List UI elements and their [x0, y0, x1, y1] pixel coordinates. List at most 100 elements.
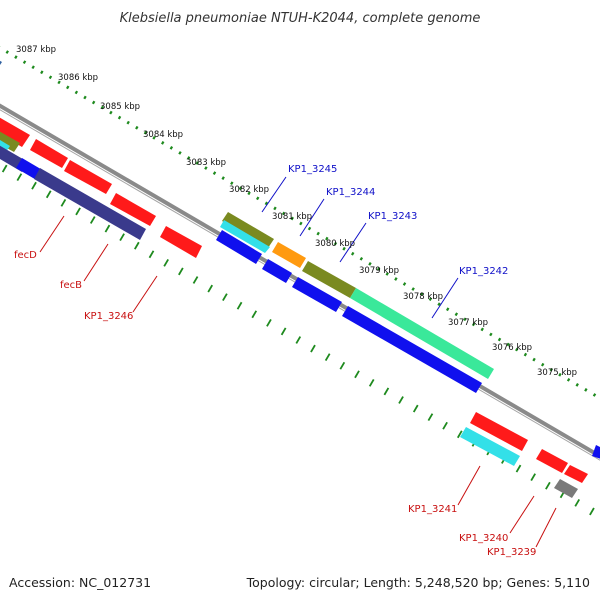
connector-kp1-3244 [299, 198, 325, 237]
kbp-label: 3085 kbp [100, 102, 140, 112]
inner-tick [530, 473, 536, 482]
ruler-tick [100, 105, 104, 110]
inner-tick [236, 301, 243, 310]
ruler-tick [264, 201, 269, 206]
ruler-tick [273, 206, 277, 211]
connector-kp1-3241 [457, 465, 481, 506]
kbp-label: 3079 kbp [359, 266, 399, 276]
ruler-tick [402, 282, 407, 286]
ruler-tick [152, 135, 156, 140]
gene-block [34, 168, 146, 240]
ruler-tick [376, 267, 381, 271]
inner-tick [16, 173, 23, 182]
gene-label-kp1-3246: KP1_3246 [84, 311, 133, 322]
inner-tick [251, 310, 258, 319]
gene-label-kp1-3245: KP1_3245 [288, 164, 337, 175]
gene-block [564, 465, 588, 483]
ruler-tick [411, 287, 415, 291]
gene-block [272, 242, 306, 268]
ruler-tick [540, 362, 545, 367]
inner-tick [89, 216, 96, 224]
ruler-tick [445, 307, 450, 312]
connector-kp1-3239 [535, 507, 557, 548]
inner-tick [178, 267, 184, 276]
ruler-tick [299, 221, 303, 226]
inner-tick [280, 327, 287, 336]
kbp-label: 3075 kbp [537, 368, 577, 378]
kbp-label: 3080 kbp [315, 239, 355, 249]
map-title: Klebsiella pneumoniae NTUH-K2044, comple… [120, 11, 481, 26]
ruler-tick [5, 50, 9, 54]
ruler-tick [325, 236, 329, 241]
inner-tick [45, 190, 52, 199]
ruler-tick [247, 191, 251, 196]
gene-label-fecb: fecB [60, 280, 82, 291]
kbp-ruler [0, 46, 597, 397]
gene-labels: KP1_3245 KP1_3244 KP1_3243 KP1_3242 fecD… [14, 164, 536, 558]
inner-tick [222, 293, 228, 302]
ruler-tick [515, 347, 519, 352]
ruler-tick [471, 322, 476, 327]
ruler-tick [161, 140, 165, 145]
gene-block [292, 277, 342, 312]
gene-label-kp1-3244: KP1_3244 [326, 187, 375, 198]
kbp-label: 3078 kbp [403, 292, 443, 302]
inner-tick [456, 430, 463, 439]
inner-tick [31, 181, 37, 190]
inner-tick [295, 336, 302, 344]
ruler-tick [178, 151, 182, 155]
ruler-tick [350, 251, 355, 256]
inner-tick [589, 507, 595, 516]
ruler-tick [523, 352, 528, 357]
kbp-label: 3087 kbp [16, 45, 56, 55]
gene-label-fecd: fecD [14, 250, 37, 261]
gene-label-kp1-3242: KP1_3242 [459, 266, 508, 277]
ruler-tick [281, 211, 286, 216]
ruler-tick [186, 156, 191, 160]
genome-summary-text: Topology: circular; Length: 5,248,520 bp… [246, 575, 590, 590]
ruler-tick [48, 75, 53, 80]
ruler-tick [584, 388, 588, 392]
ruler-tick [420, 292, 424, 296]
ruler-tick [238, 186, 243, 191]
inner-tick [339, 361, 346, 370]
ruler-tick [40, 70, 44, 75]
inner-tick [266, 318, 272, 327]
inner-tick [324, 353, 331, 362]
ruler-tick [368, 262, 372, 266]
ruler-tick [22, 60, 27, 65]
inner-tick [134, 241, 140, 250]
gene-block [302, 261, 356, 298]
inner-tick [75, 207, 81, 216]
gene-block [460, 427, 520, 466]
edge-gene-topleft [0, 60, 2, 65]
connector-kp1-3243 [339, 222, 367, 263]
inner-tick [427, 413, 434, 422]
ruler-tick [31, 65, 35, 70]
ruler-tick [506, 342, 510, 347]
ruler-tick [83, 95, 87, 100]
ruler-tick [437, 302, 441, 307]
inner-tick [1, 164, 8, 173]
ruler-tick [66, 85, 70, 90]
gene-block [536, 449, 568, 473]
inner-tick [207, 284, 214, 293]
kbp-label: 3081 kbp [272, 212, 312, 222]
ruler-tick [135, 125, 139, 130]
ruler-tick [592, 393, 597, 397]
ruler-tick [307, 226, 312, 231]
ruler-tick [566, 377, 571, 382]
ruler-tick [74, 90, 79, 95]
ruler-tick [169, 146, 174, 150]
inner-tick [545, 481, 551, 490]
inner-tick [398, 396, 404, 404]
kbp-label: 3082 kbp [229, 185, 269, 195]
gene-block [64, 160, 112, 194]
gene-block [262, 259, 292, 283]
kbp-label: 3077 kbp [448, 318, 488, 328]
connector-kp1-3246 [132, 275, 158, 313]
ruler-tick [212, 171, 217, 175]
gene-block [0, 117, 30, 147]
ruler-tick [532, 357, 536, 362]
